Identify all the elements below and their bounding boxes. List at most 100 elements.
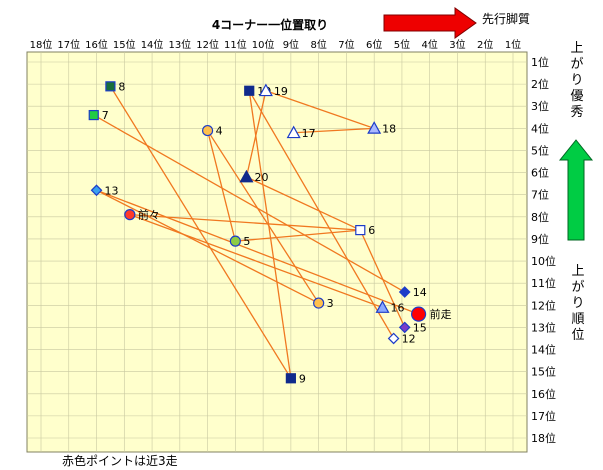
point-label: 5 [243,235,250,248]
point-6 [355,224,366,236]
trajectory-line [293,127,375,134]
trajectory-line [129,214,383,309]
x-tick-label: 16位 [85,38,108,51]
y-tick-label: 18位 [531,431,556,445]
point-label: 19 [274,85,288,98]
trajectory-line [206,130,236,242]
y-tick-label: 15位 [531,365,556,379]
trajectory-line [248,90,292,379]
point-3 [313,297,325,309]
front-runner-arrow [383,7,477,39]
point-4 [201,124,214,137]
point-前走 [411,306,427,322]
trajectory-line [207,130,320,304]
point-label: 9 [299,372,306,385]
trajectory-line [235,229,361,242]
trajectory-line [93,114,406,293]
point-10 [244,85,255,96]
y-axis-label-char: 順 [571,312,584,327]
y-axis-top-label-char: 秀 [570,105,583,120]
point-16 [375,300,390,313]
y-tick-label: 10位 [531,254,556,268]
y-axis-top-label-char: が [570,57,583,72]
x-axis-label: 先行脚質 [482,11,530,26]
trajectory-line [96,189,319,304]
point-label: 13 [105,184,119,197]
x-tick-label: 4位 [422,38,438,51]
x-tick-label: 18位 [30,38,53,51]
y-tick-label: 11位 [531,276,556,290]
point-label: 6 [368,224,375,237]
trajectory-line [96,189,419,315]
plot-area: 18位 17位 16位 15位 14位 13位 12位 11位 10位 9位 8位 7位 6位 5位 4位 3… [26,38,556,453]
x-tick-label: 14位 [141,38,164,51]
y-tick-label: 5位 [531,143,549,157]
point-label: 12 [402,332,416,345]
y-axis-label-char: 位 [571,328,584,343]
red-arrow-icon [383,7,477,39]
point-label: 15 [413,321,427,334]
y-tick-label: 14位 [531,343,556,357]
green-arrow-icon [558,139,594,241]
y-tick-label: 12位 [531,298,556,312]
point-label: 17 [302,127,316,140]
x-tick-label: 3位 [449,38,465,51]
plot-background [26,51,528,453]
point-12 [387,332,400,345]
x-tick-label: 11位 [224,38,247,51]
point-18 [367,121,382,134]
point-label: 18 [382,122,396,135]
trajectory-line [265,90,375,129]
chart-title: 4コーナー一位置取り [212,17,328,32]
trajectory-line [109,85,292,379]
climb-arrow [558,139,594,241]
footnote: 赤色ポイントは近3走 [62,454,178,468]
x-tick-label: 12位 [196,38,219,51]
point-label: 前走 [430,307,452,321]
y-tick-label: 7位 [531,188,549,202]
y-tick-label: 6位 [531,166,549,180]
point-7 [88,109,99,121]
y-tick-label: 13位 [531,320,556,334]
point-label: 4 [216,125,223,138]
point-前々 [124,209,136,221]
trajectory-line [246,176,361,231]
y-tick-label: 3位 [531,99,549,113]
x-tick-label: 2位 [477,38,493,51]
point-19 [258,83,273,97]
y-tick-label: 2位 [531,77,549,91]
point-13 [90,184,103,197]
y-axis-top-label-char: り [570,73,583,88]
x-tick-label: 13位 [168,38,191,51]
x-tick-label: 10位 [252,38,275,51]
point-17 [286,125,301,139]
point-15 [398,321,411,334]
y-tick-label: 17位 [531,409,556,423]
y-tick-label: 9位 [531,232,549,246]
y-tick-label: 4位 [531,121,549,135]
point-label: 20 [254,171,268,184]
y-axis-top-label-char: 優 [570,89,583,104]
y-axis-top-label-char: 上 [570,41,583,56]
y-tick-label: 16位 [531,387,556,401]
y-tick-label: 8位 [531,210,549,224]
x-tick-label: 15位 [113,38,136,51]
trajectory-line [359,229,406,328]
y-axis-label-char: が [571,280,584,295]
x-tick-label: 7位 [338,38,354,51]
x-tick-label: 1位 [505,38,521,51]
trajectory-line [245,90,267,178]
x-tick-label: 8位 [310,38,326,51]
x-tick-label: 6位 [366,38,382,51]
point-label: 3 [327,297,334,310]
point-label: 14 [413,286,427,299]
point-label: 16 [391,302,405,315]
point-20 [239,169,254,183]
trajectory-line [248,90,395,339]
y-axis-label-char: 上 [571,264,584,279]
y-axis-label-char: り [571,296,584,311]
point-label: 前々 [138,208,160,222]
y-tick-label: 1位 [531,55,549,69]
point-label: 8 [118,80,125,93]
